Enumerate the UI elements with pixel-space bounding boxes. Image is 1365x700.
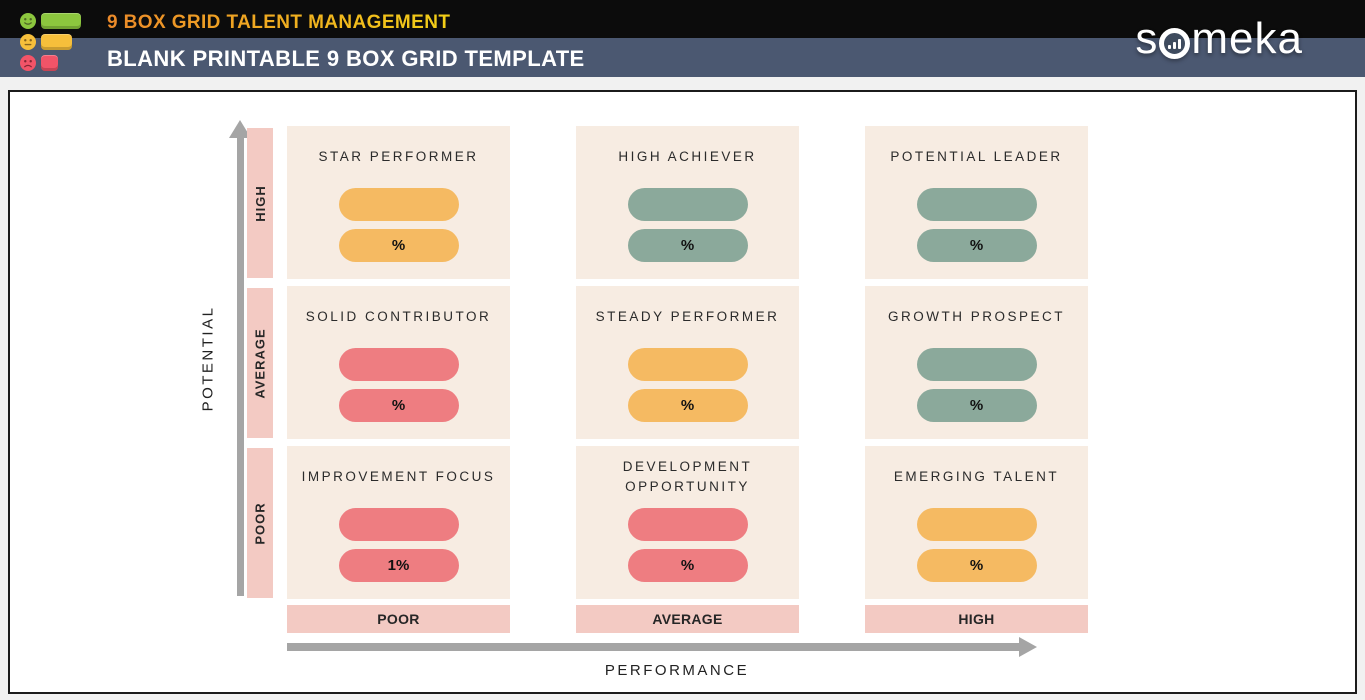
percent-pill[interactable]: % [916,389,1037,422]
percent-value: 1% [387,557,410,574]
percent-pill[interactable]: % [627,229,748,262]
cell-title: POTENTIAL LEADER [890,149,1063,164]
y-level-high: HIGH [247,128,273,278]
cell-title: DEVELOPMENT OPPORTUNITY [622,459,753,494]
arrow-right-icon [1019,637,1037,657]
percent-pill[interactable]: % [916,549,1037,582]
cell-title: IMPROVEMENT FOCUS [301,469,496,484]
grid-cell-development-opportunity: DEVELOPMENT OPPORTUNITY % [576,446,799,599]
name-pill[interactable] [916,348,1037,381]
brand-suffix: meka [1191,14,1303,63]
grid-cell-high-achiever: HIGH ACHIEVER % [576,126,799,279]
percent-pill[interactable]: % [916,229,1037,262]
percent-value: % [391,397,406,414]
x-level-high: HIGH [865,605,1088,633]
app-title: 9 BOX GRID TALENT MANAGEMENT [107,8,450,38]
logo-bar-green [41,13,81,29]
percent-value: % [680,557,695,574]
y-level-poor: POOR [247,448,273,598]
cell-title: STEADY PERFORMER [595,309,780,324]
y-axis-arrow [229,120,251,596]
x-axis-arrow [287,637,1037,659]
grid-cell-star-performer: STAR PERFORMER % [287,126,510,279]
name-pill[interactable] [916,188,1037,221]
x-level-average: AVERAGE [576,605,799,633]
nine-box-board: POTENTIAL HIGH AVERAGE POOR STAR PERFORM… [10,92,1355,692]
header-top-band [0,0,1365,38]
name-pill[interactable] [338,508,459,541]
name-pill[interactable] [338,348,459,381]
cell-title: GROWTH PROSPECT [887,309,1065,324]
worksheet: POTENTIAL HIGH AVERAGE POOR STAR PERFORM… [8,90,1357,694]
percent-value: % [969,237,984,254]
percent-pill[interactable]: 1% [338,549,459,582]
percent-pill[interactable]: % [338,229,459,262]
percent-value: % [391,237,406,254]
grid-cell-solid-contributor: SOLID CONTRIBUTOR % [287,286,510,439]
sad-face-icon [20,55,36,71]
logo-row-neutral [20,34,100,50]
x-axis-levels: POOR AVERAGE HIGH [287,605,1088,633]
percent-value: % [680,397,695,414]
name-pill[interactable] [627,508,748,541]
nine-box-grid: STAR PERFORMER % HIGH ACHIEVER % POTENTI… [287,126,1088,599]
header: 9 BOX GRID TALENT MANAGEMENT BLANK PRINT… [0,0,1365,77]
grid-cell-steady-performer: STEADY PERFORMER % [576,286,799,439]
grid-cell-growth-prospect: GROWTH PROSPECT % [865,286,1088,439]
percent-pill[interactable]: % [627,389,748,422]
logo-row-sad [20,55,100,71]
y-level-average: AVERAGE [247,288,273,438]
brand-chart-o-icon [1159,27,1191,59]
name-pill[interactable] [627,348,748,381]
y-axis-label-wrap: POTENTIAL [193,120,223,596]
someka-logo[interactable]: s meka [1135,12,1303,66]
cell-title: HIGH ACHIEVER [618,149,757,164]
cell-title: EMERGING TALENT [893,469,1060,484]
grid-cell-potential-leader: POTENTIAL LEADER % [865,126,1088,279]
cell-title: STAR PERFORMER [318,149,479,164]
name-pill[interactable] [916,508,1037,541]
cell-title: SOLID CONTRIBUTOR [305,309,492,324]
name-pill[interactable] [338,188,459,221]
percent-value: % [969,397,984,414]
percent-value: % [969,557,984,574]
percent-value: % [680,237,695,254]
brand-prefix: s [1135,14,1159,63]
logo-bar-red [41,55,58,71]
x-level-poor: POOR [287,605,510,633]
name-pill[interactable] [627,188,748,221]
happy-face-icon [20,13,36,29]
x-axis-label: PERFORMANCE [604,662,750,679]
percent-pill[interactable]: % [338,389,459,422]
percent-pill[interactable]: % [627,549,748,582]
grid-cell-improvement-focus: IMPROVEMENT FOCUS 1% [287,446,510,599]
neutral-face-icon [20,34,36,50]
header-bottom-band [0,38,1365,77]
page-title: BLANK PRINTABLE 9 BOX GRID TEMPLATE [107,46,585,71]
logo-row-happy [20,13,100,29]
arrow-up-icon [229,120,251,138]
grid-cell-emerging-talent: EMERGING TALENT % [865,446,1088,599]
y-axis-label: POTENTIAL [199,305,217,411]
nine-box-logo [20,13,100,76]
x-axis-label-wrap: PERFORMANCE [287,662,1067,680]
logo-bar-yellow [41,34,72,50]
